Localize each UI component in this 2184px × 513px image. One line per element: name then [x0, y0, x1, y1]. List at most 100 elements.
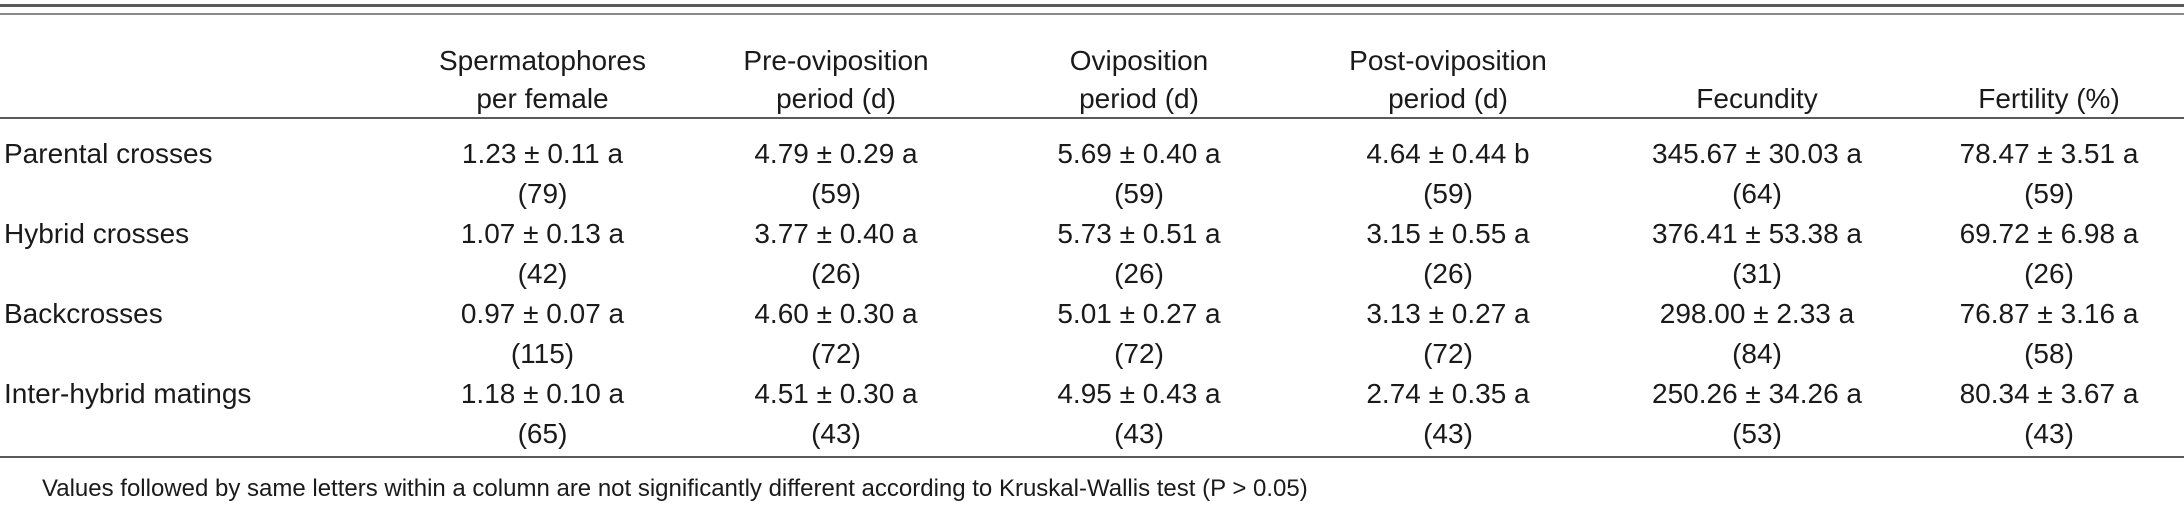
column-header: Spermatophores per female: [395, 18, 690, 118]
table-row: Hybrid crosses 1.07 ± 0.13 a (42) 3.77 ± 0.…: [0, 214, 2184, 294]
table-cell: 4.64 ± 0.44 b (59): [1296, 118, 1600, 214]
table-cell: 5.73 ± 0.51 a (26): [982, 214, 1296, 294]
table-cell: 345.67 ± 30.03 a (64): [1600, 118, 1914, 214]
cell-sample-size: (59): [2024, 178, 2074, 209]
column-header: Fecundity: [1600, 18, 1914, 118]
cell-value: 298.00 ± 2.33 a: [1659, 298, 1855, 329]
column-header-line: period (d): [776, 83, 896, 114]
table-cell: 1.18 ± 0.10 a (65): [395, 374, 690, 454]
table-cell: 3.15 ± 0.55 a (26): [1296, 214, 1600, 294]
cell-sample-size: (26): [1423, 258, 1473, 289]
cell-value: 1.18 ± 0.10 a: [460, 378, 625, 409]
cell-value: 0.97 ± 0.07 a: [460, 298, 625, 329]
data-table: Spermatophores per female Pre-oviposition p…: [0, 18, 2184, 454]
cell-value: 5.73 ± 0.51 a: [1057, 218, 1221, 249]
column-header-line: Pre-oviposition: [743, 45, 929, 76]
cell-value: 5.01 ± 0.27 a: [1057, 298, 1221, 329]
cell-value: 4.60 ± 0.30 a: [754, 298, 918, 329]
header-rule: [0, 117, 2184, 119]
cell-sample-size: (72): [811, 338, 861, 369]
cell-sample-size: (26): [2024, 258, 2074, 289]
table-cell: 1.07 ± 0.13 a (42): [395, 214, 690, 294]
table-cell: 250.26 ± 34.26 a (53): [1600, 374, 1914, 454]
table-row: Inter-hybrid matings 1.18 ± 0.10 a (65) 4.5…: [0, 374, 2184, 454]
column-header: Oviposition period (d): [982, 18, 1296, 118]
table-cell: 3.13 ± 0.27 a (72): [1296, 294, 1600, 374]
table-row: Parental crosses 1.23 ± 0.11 a (79) 4.79 ± …: [0, 118, 2184, 214]
cell-sample-size: (43): [1423, 418, 1473, 449]
column-header-line: per female: [476, 83, 609, 114]
cell-sample-size: (43): [811, 418, 861, 449]
cell-sample-size: (43): [2024, 418, 2074, 449]
cell-sample-size: (42): [517, 258, 568, 289]
row-label: Hybrid crosses: [4, 218, 190, 249]
cell-value: 250.26 ± 34.26 a: [1652, 378, 1862, 409]
cell-value: 80.34 ± 3.67 a: [1959, 378, 2139, 409]
row-label: Inter-hybrid matings: [4, 378, 252, 409]
table-cell: 80.34 ± 3.67 a (43): [1914, 374, 2184, 454]
header-row: Spermatophores per female Pre-oviposition p…: [0, 18, 2184, 118]
cell-value: 4.64 ± 0.44 b: [1366, 138, 1530, 169]
cell-sample-size: (84): [1732, 338, 1782, 369]
table-cell: 4.60 ± 0.30 a (72): [690, 294, 982, 374]
table-cell: 78.47 ± 3.51 a (59): [1914, 118, 2184, 214]
table-cell: 2.74 ± 0.35 a (43): [1296, 374, 1600, 454]
cell-sample-size: (59): [1423, 178, 1473, 209]
cell-sample-size: (43): [1114, 418, 1164, 449]
cell-value: 76.87 ± 3.16 a: [1959, 298, 2139, 329]
cell-value: 1.07 ± 0.13 a: [460, 218, 625, 249]
table-cell: 298.00 ± 2.33 a (84): [1600, 294, 1914, 374]
cell-value: 4.51 ± 0.30 a: [754, 378, 918, 409]
cell-value: 3.13 ± 0.27 a: [1366, 298, 1530, 329]
column-header-line: Spermatophores: [438, 45, 646, 76]
table-cell: 4.95 ± 0.43 a (43): [982, 374, 1296, 454]
table-cell: 4.51 ± 0.30 a (43): [690, 374, 982, 454]
cell-value: 5.69 ± 0.40 a: [1057, 138, 1221, 169]
column-header-line: Fecundity: [1696, 83, 1818, 114]
cell-value: 345.67 ± 30.03 a: [1652, 138, 1862, 169]
table-cell: 5.69 ± 0.40 a (59): [982, 118, 1296, 214]
table-row: Backcrosses 0.97 ± 0.07 a (115) 4.60 ± 0.30…: [0, 294, 2184, 374]
footnote: Values followed by same letters within a…: [42, 475, 1308, 502]
cell-sample-size: (59): [811, 178, 861, 209]
table-cell: 376.41 ± 53.38 a (31): [1600, 214, 1914, 294]
cell-value: 78.47 ± 3.51 a: [1959, 138, 2139, 169]
cell-sample-size: (115): [510, 338, 575, 369]
top-rule-secondary: [0, 13, 2184, 15]
cell-sample-size: (26): [811, 258, 861, 289]
cell-sample-size: (72): [1423, 338, 1473, 369]
column-header-line: period (d): [1388, 83, 1508, 114]
cell-value: 2.74 ± 0.35 a: [1366, 378, 1530, 409]
row-label: Backcrosses: [4, 298, 163, 329]
row-label: Parental crosses: [4, 138, 213, 169]
table-cell: 4.79 ± 0.29 a (59): [690, 118, 982, 214]
cell-value: 3.15 ± 0.55 a: [1366, 218, 1530, 249]
top-rule: [0, 4, 2184, 7]
header-cell-empty: [0, 18, 395, 118]
table-body: Parental crosses 1.23 ± 0.11 a (79) 4.79 ± …: [0, 118, 2184, 454]
cell-value: 376.41 ± 53.38 a: [1652, 218, 1862, 249]
table-cell: 3.77 ± 0.40 a (26): [690, 214, 982, 294]
cell-value: 3.77 ± 0.40 a: [754, 218, 918, 249]
bottom-rule: [0, 456, 2184, 458]
column-header-line: Fertility (%): [1978, 83, 2120, 114]
table-cell: 69.72 ± 6.98 a (26): [1914, 214, 2184, 294]
table-cell: 0.97 ± 0.07 a (115): [395, 294, 690, 374]
cell-sample-size: (64): [1732, 178, 1782, 209]
table-header: Spermatophores per female Pre-oviposition p…: [0, 18, 2184, 118]
cell-sample-size: (26): [1114, 258, 1164, 289]
cell-value: 4.95 ± 0.43 a: [1057, 378, 1221, 409]
column-header-line: Post-oviposition: [1349, 45, 1547, 76]
column-header: Pre-oviposition period (d): [690, 18, 982, 118]
cell-sample-size: (58): [2024, 338, 2074, 369]
cell-value: 4.79 ± 0.29 a: [754, 138, 918, 169]
column-header-line: Oviposition: [1069, 45, 1209, 76]
cell-sample-size: (53): [1732, 418, 1782, 449]
table-cell: 76.87 ± 3.16 a (58): [1914, 294, 2184, 374]
column-header-line: period (d): [1079, 83, 1199, 114]
table-cell: 1.23 ± 0.11 a (79): [395, 118, 690, 214]
cell-sample-size: (31): [1732, 258, 1782, 289]
cell-value: 69.72 ± 6.98 a: [1959, 218, 2139, 249]
table-cell: 5.01 ± 0.27 a (72): [982, 294, 1296, 374]
